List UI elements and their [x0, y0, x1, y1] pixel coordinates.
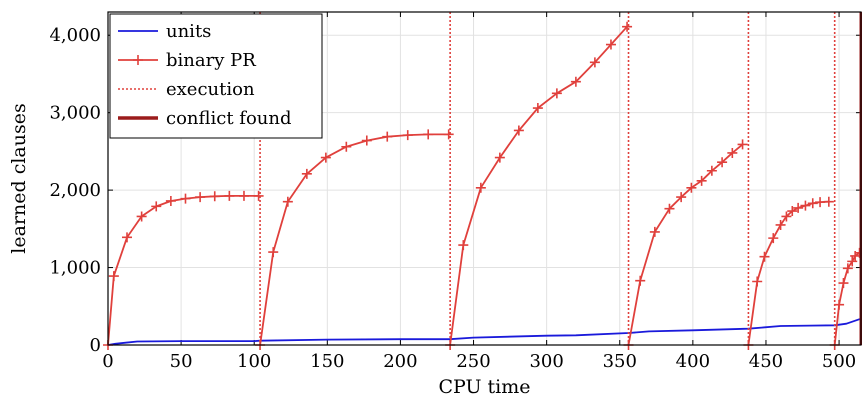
plus-marker: [696, 175, 707, 186]
plus-marker: [838, 278, 849, 289]
x-tick-label: 0: [102, 351, 113, 372]
plus-marker: [475, 182, 486, 193]
plus-marker: [341, 141, 352, 152]
plus-marker: [727, 147, 738, 158]
plus-marker: [759, 251, 770, 262]
series-line: [747, 200, 829, 346]
plus-marker: [622, 21, 633, 32]
plus-marker: [781, 211, 792, 222]
y-tick-label: 2,000: [49, 180, 101, 201]
plus-marker: [382, 131, 393, 142]
plus-marker: [775, 219, 786, 230]
plus-marker: [605, 39, 616, 50]
plus-marker: [752, 276, 763, 287]
series-line: [107, 195, 259, 346]
plus-marker: [787, 206, 798, 217]
plus-marker: [361, 135, 372, 146]
plus-marker: [800, 200, 811, 211]
y-axis-label: learned clauses: [8, 103, 30, 253]
legend-label: units: [166, 21, 211, 42]
y-tick-label: 3,000: [49, 103, 101, 124]
legend: units binary PR execution conflict found: [109, 13, 323, 139]
y-tick-label: 0: [90, 335, 101, 356]
x-tick-label: 50: [170, 351, 193, 372]
plus-marker: [238, 190, 249, 201]
plus-marker: [834, 299, 845, 310]
plus-marker: [513, 125, 524, 136]
plus-marker: [133, 55, 143, 65]
plus-marker: [136, 211, 147, 222]
x-tick-labels: 0 50 100 150 200 250 300 350 400 450 500: [102, 351, 856, 372]
x-axis-label: CPU time: [438, 376, 530, 398]
plus-marker: [282, 196, 293, 207]
series-units: [107, 317, 862, 346]
plus-marker: [180, 193, 191, 204]
plus-marker: [224, 190, 235, 201]
plus-marker: [532, 103, 543, 114]
series-line: [449, 26, 628, 346]
plus-marker: [676, 192, 687, 203]
plus-marker: [402, 130, 413, 141]
plus-marker: [570, 76, 581, 87]
legend-label: execution: [166, 79, 255, 100]
plus-marker: [815, 197, 826, 208]
series-layer: [103, 12, 862, 350]
x-tick-label: 300: [529, 351, 563, 372]
x-tick-label: 200: [383, 351, 417, 372]
plus-marker: [635, 275, 646, 286]
plus-marker: [268, 247, 279, 258]
plus-marker: [737, 139, 748, 150]
plus-marker: [195, 192, 206, 203]
plus-marker: [458, 240, 469, 251]
series-binary-pr: [103, 21, 862, 350]
series-execution: [259, 12, 836, 345]
plus-marker: [551, 88, 562, 99]
y-tick-label: 1,000: [49, 258, 101, 279]
plus-marker: [664, 203, 675, 214]
plus-marker: [807, 198, 818, 209]
plus-marker: [443, 129, 454, 140]
series-line: [107, 317, 862, 346]
x-tick-label: 450: [749, 351, 783, 372]
x-tick-label: 350: [603, 351, 637, 372]
plus-marker: [717, 157, 728, 168]
plus-marker: [842, 263, 853, 274]
plus-marker: [494, 152, 505, 163]
plus-marker: [589, 57, 600, 68]
plus-marker: [151, 201, 162, 212]
plus-marker: [108, 271, 119, 282]
y-tick-label: 4,000: [49, 25, 101, 46]
plus-marker: [768, 233, 779, 244]
plus-marker: [165, 195, 176, 206]
plus-marker: [320, 152, 331, 163]
plus-marker: [649, 226, 660, 237]
plus-marker: [122, 232, 133, 243]
series-line: [259, 133, 449, 346]
legend-label: binary PR: [166, 50, 256, 71]
plus-marker: [686, 182, 697, 193]
plus-marker: [823, 196, 834, 207]
x-tick-label: 500: [822, 351, 856, 372]
x-tick-label: 100: [237, 351, 271, 372]
plus-marker: [209, 191, 220, 202]
x-tick-label: 250: [456, 351, 490, 372]
x-tick-label: 400: [676, 351, 710, 372]
plus-marker: [706, 165, 717, 176]
plot-frame: [107, 11, 862, 346]
series-line: [627, 143, 744, 346]
x-tick-label: 150: [310, 351, 344, 372]
plus-marker: [423, 129, 434, 140]
y-tick-labels: 0 1,000 2,000 3,000 4,000: [49, 25, 101, 356]
plus-marker: [253, 190, 264, 201]
plus-marker: [793, 202, 804, 213]
legend-label: conflict found: [166, 108, 292, 129]
plus-marker: [847, 256, 858, 267]
plus-marker: [301, 168, 312, 179]
